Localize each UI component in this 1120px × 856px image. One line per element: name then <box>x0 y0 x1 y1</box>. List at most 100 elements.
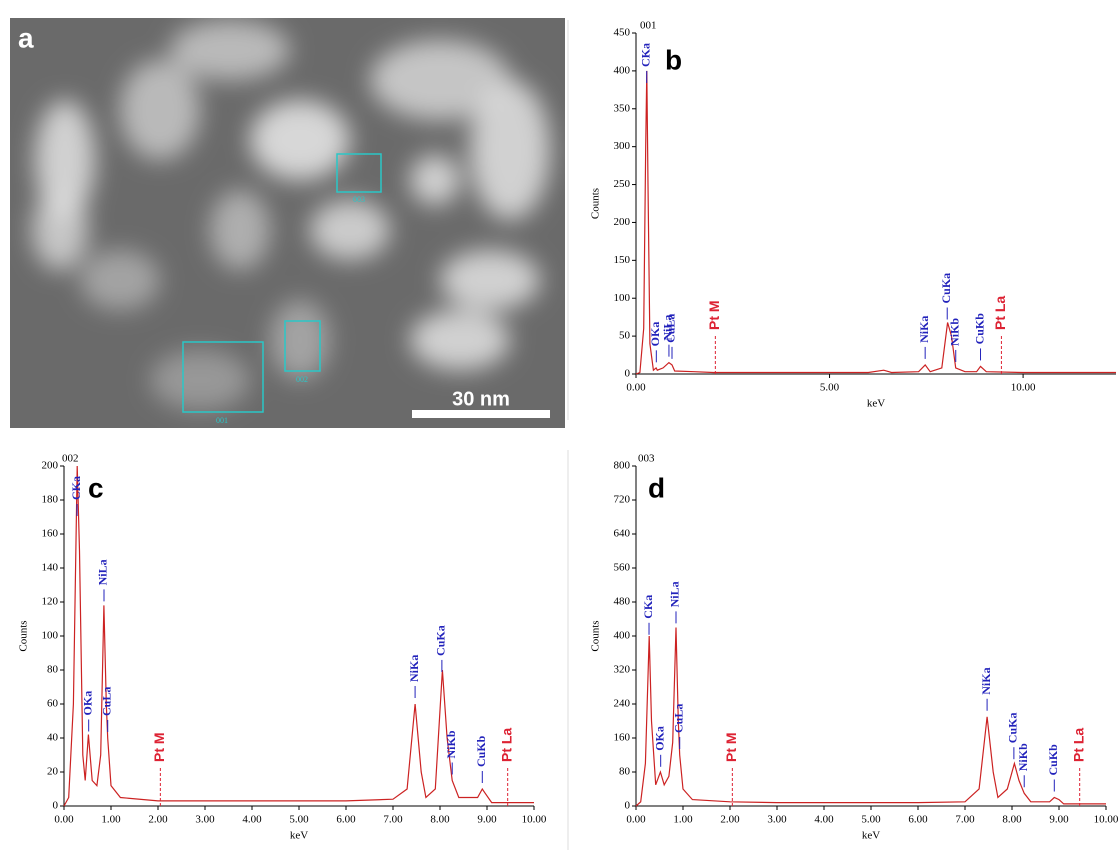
chart-title: 001 <box>640 20 657 32</box>
y-tick-label: 120 <box>42 596 59 608</box>
annotation-label: Pt M <box>723 732 739 762</box>
y-tick-label: 200 <box>614 216 631 228</box>
y-tick-label: 350 <box>614 102 631 114</box>
y-tick-label: 320 <box>614 664 631 676</box>
x-tick-label: 6.00 <box>908 814 928 826</box>
spectrum <box>63 465 534 807</box>
annotation-label: OKa <box>652 726 666 751</box>
x-tick-label: 1.00 <box>101 814 121 826</box>
annotation-label: CuLa <box>671 704 685 733</box>
annotation-label: NiKa <box>979 667 993 694</box>
y-tick-label: 480 <box>614 596 631 608</box>
x-tick-label: 8.00 <box>1002 814 1022 826</box>
x-tick-label: 8.00 <box>430 814 450 826</box>
x-tick-label: 3.00 <box>195 814 215 826</box>
spectrum <box>635 627 1106 807</box>
annotation-label: CuKa <box>434 625 448 656</box>
annotation-label: Pt M <box>706 300 722 330</box>
chart-title: 002 <box>62 453 79 465</box>
annotation-label: NiKa <box>407 655 421 682</box>
chart-title: 003 <box>638 453 655 465</box>
annotation-label: CuLa <box>99 687 113 716</box>
x-tick-label: 4.00 <box>242 814 262 826</box>
annotation-label: OKa <box>80 691 94 716</box>
y-tick-label: 150 <box>614 254 631 266</box>
annotation-label: NiKb <box>947 318 961 346</box>
spectrum <box>635 70 1116 375</box>
x-tick-label: 5.00 <box>289 814 309 826</box>
y-tick-label: 80 <box>47 664 59 676</box>
x-axis-label: keV <box>862 830 880 842</box>
micrograph: 001 002 003 30 nm a <box>10 18 565 428</box>
y-axis-label: Counts <box>18 620 30 651</box>
y-tick-label: 80 <box>619 766 631 778</box>
annotation-label: NiKb <box>1016 743 1030 771</box>
y-tick-label: 140 <box>42 562 59 574</box>
y-tick-label: 300 <box>614 140 631 152</box>
y-tick-label: 640 <box>614 528 631 540</box>
x-tick-label: 0.00 <box>54 814 74 826</box>
y-tick-label: 50 <box>619 330 631 342</box>
annotation-label: CKa <box>69 476 83 500</box>
y-tick-label: 450 <box>614 27 631 39</box>
y-tick-label: 0 <box>625 800 631 812</box>
x-tick-label: 5.00 <box>861 814 881 826</box>
panel-letter: a <box>18 22 34 53</box>
annotation-label: NiLa <box>668 581 682 607</box>
region-box <box>284 320 321 372</box>
y-axis-label: Counts <box>590 188 602 219</box>
panel-letter: c <box>88 472 104 503</box>
x-tick-label: 7.00 <box>955 814 975 826</box>
scale-bar <box>412 410 550 418</box>
y-tick-label: 180 <box>42 494 59 506</box>
y-tick-label: 250 <box>614 178 631 190</box>
y-tick-label: 100 <box>42 630 59 642</box>
region-box <box>182 341 264 413</box>
y-tick-label: 800 <box>614 460 631 472</box>
annotation-label: Pt La <box>1070 728 1086 762</box>
y-tick-label: 160 <box>42 528 59 540</box>
panel-letter: b <box>665 44 682 75</box>
annotation-label: NiKa <box>917 316 931 343</box>
y-tick-label: 0 <box>53 800 59 812</box>
y-tick-label: 400 <box>614 64 631 76</box>
x-tick-label: 1.00 <box>673 814 693 826</box>
x-tick-label: 4.00 <box>814 814 834 826</box>
annotation-label: NiKb <box>444 730 458 758</box>
x-tick-label: 7.00 <box>383 814 403 826</box>
y-tick-label: 400 <box>614 630 631 642</box>
annotation-label: NiLa <box>661 315 675 341</box>
annotation-label: CuLa <box>664 314 678 343</box>
x-tick-label: 6.00 <box>336 814 356 826</box>
y-tick-label: 160 <box>614 732 631 744</box>
y-tick-label: 40 <box>47 732 59 744</box>
x-tick-label: 3.00 <box>767 814 787 826</box>
y-tick-label: 200 <box>42 460 59 472</box>
region-label: 002 <box>296 375 308 384</box>
x-tick-label: 10.00 <box>522 814 547 826</box>
x-tick-label: 2.00 <box>148 814 168 826</box>
annotation-label: CuKb <box>474 735 488 767</box>
annotation-label: CuKa <box>939 273 953 304</box>
scale-bar-label: 30 nm <box>452 388 510 410</box>
y-axis-label: Counts <box>590 620 602 651</box>
x-axis-label: keV <box>290 830 308 842</box>
region-box <box>336 153 382 193</box>
x-tick-label: 9.00 <box>477 814 497 826</box>
annotation-label: NiLa <box>96 559 110 585</box>
y-tick-label: 0 <box>625 368 631 380</box>
annotation-label: CuKb <box>972 313 986 345</box>
x-tick-label: 10.00 <box>1011 382 1036 394</box>
x-tick-label: 0.00 <box>626 814 646 826</box>
panel-letter: d <box>648 472 665 503</box>
x-tick-label: 0.00 <box>626 382 646 394</box>
x-axis-label: keV <box>867 398 885 410</box>
annotation-label: Pt La <box>498 728 514 762</box>
annotation-label: OKa <box>648 322 662 347</box>
y-tick-label: 560 <box>614 562 631 574</box>
y-tick-label: 720 <box>614 494 631 506</box>
x-tick-label: 10.00 <box>1094 814 1119 826</box>
x-tick-label: 9.00 <box>1049 814 1069 826</box>
annotation-label: Pt La <box>992 296 1008 330</box>
